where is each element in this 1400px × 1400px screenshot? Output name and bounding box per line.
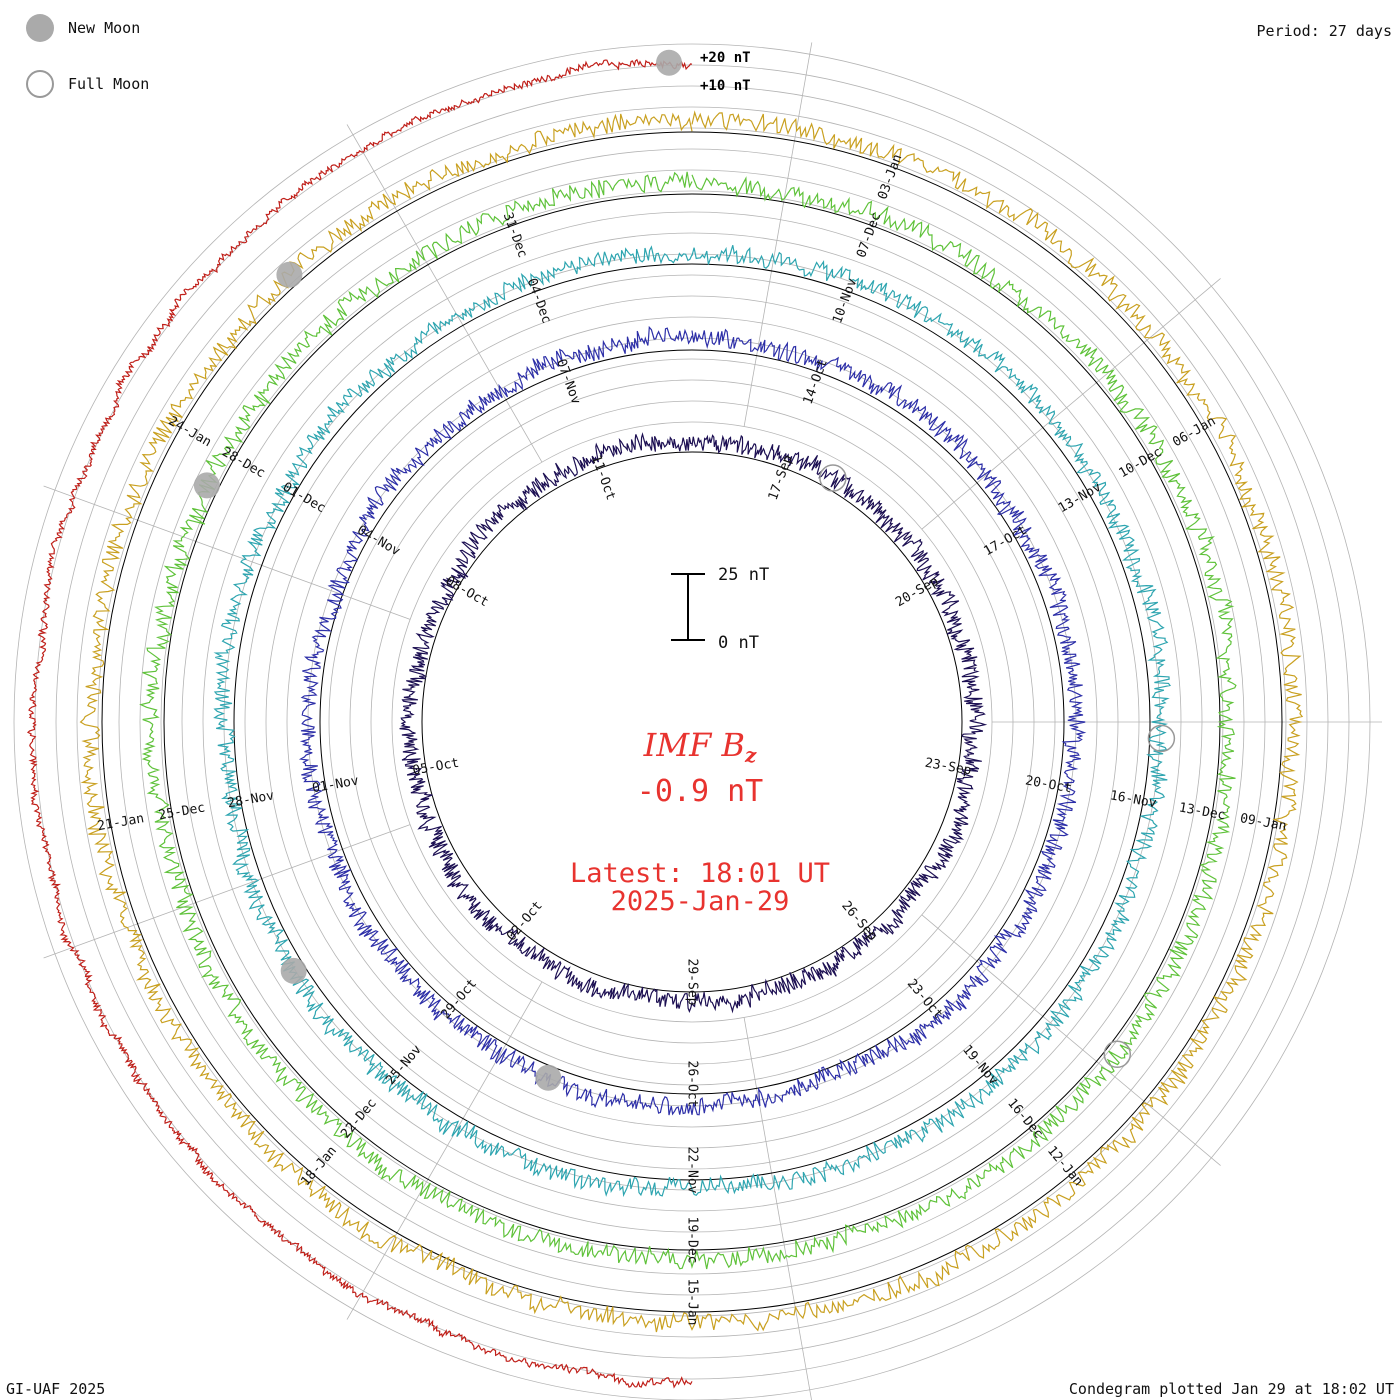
date-label: 06-Jan xyxy=(1170,414,1218,450)
current-value: -0.9 nT xyxy=(636,774,764,809)
new-moon-marker xyxy=(656,49,682,76)
date-label: 26-Oct xyxy=(685,1061,700,1108)
date-label: 19-Dec xyxy=(685,1217,700,1264)
legend-full-moon: Full Moon xyxy=(26,70,149,98)
reference-ring-labels: +20 nT +10 nT xyxy=(700,50,751,94)
date-label: 13-Nov xyxy=(1056,480,1104,517)
scale-bar-high-label: 25 nT xyxy=(718,565,769,585)
grid-layer xyxy=(13,42,1382,1400)
date-label: 11-Oct xyxy=(588,453,618,502)
new-moon-marker xyxy=(280,957,307,984)
new-moon-marker xyxy=(535,1064,562,1091)
date-label: 20-Sep xyxy=(893,574,941,611)
date-label: 22-Nov xyxy=(685,1147,700,1194)
moon-layer xyxy=(193,49,1176,1091)
series-cycle-0 xyxy=(399,432,988,1014)
date-label: 03-Jan xyxy=(875,152,905,201)
full-moon-marker xyxy=(819,464,847,492)
date-label: 24-Jan xyxy=(166,414,214,450)
period-label: Period: 27 days xyxy=(1256,22,1392,40)
series-cycle-3 xyxy=(139,171,1237,1270)
date-label: 04-Dec xyxy=(524,276,554,325)
scale-bar: 25 nT 0 nT xyxy=(671,565,769,653)
latest-time: Latest: 18:01 UT xyxy=(569,858,831,889)
full-moon-icon xyxy=(26,70,54,98)
cycle-baseline xyxy=(233,263,1151,1181)
latest-date: 2025-Jan-29 xyxy=(610,886,790,917)
scale-bar-low-label: 0 nT xyxy=(718,633,759,653)
series-cycle-2 xyxy=(213,245,1172,1198)
date-label: 21-Jan xyxy=(96,811,145,834)
parameter-title: IMF Bz xyxy=(0,726,1400,767)
grid-spoke xyxy=(743,42,813,427)
new-moon-marker xyxy=(193,472,220,499)
grid-spoke xyxy=(921,914,1221,1166)
ref-label-20: +20 nT xyxy=(700,50,751,66)
grid-ring xyxy=(265,295,1119,1149)
date-label: 09-Jan xyxy=(1239,811,1288,834)
legend-new-moon: New Moon xyxy=(26,14,140,42)
full-moon-marker xyxy=(1103,1040,1132,1069)
new-moon-icon xyxy=(26,14,54,42)
ref-label-10: +10 nT xyxy=(700,78,751,94)
grid-spoke xyxy=(43,824,411,959)
date-label: 15-Jan xyxy=(685,1279,700,1326)
date-label: 07-Nov xyxy=(553,357,583,406)
series-cycle-4 xyxy=(79,110,1304,1333)
date-label: 10-Nov xyxy=(830,276,860,325)
cycle-baseline xyxy=(101,131,1283,1313)
grid-spoke xyxy=(921,278,1221,530)
date-label: 12-Jan xyxy=(1044,1143,1086,1189)
date-label: 18-Jan xyxy=(298,1143,340,1189)
grid-spoke xyxy=(743,1017,812,1400)
legend-new-moon-label: New Moon xyxy=(68,19,141,37)
cycle-baseline xyxy=(319,349,1065,1095)
parameter-subscript: z xyxy=(744,743,757,767)
grid-spoke xyxy=(346,981,543,1320)
series-layer xyxy=(26,58,1304,1389)
date-label: 25-Nov xyxy=(383,1042,425,1088)
series-cycle-1 xyxy=(298,325,1087,1116)
series-cycle-5 xyxy=(26,58,693,1389)
grid-ring xyxy=(391,421,993,1023)
full-moon-marker xyxy=(1147,724,1176,753)
plotted-timestamp: Condegram plotted Jan 29 at 18:02 UT xyxy=(1068,1380,1394,1398)
cycle-baseline xyxy=(421,451,963,993)
grid-spoke xyxy=(43,485,411,620)
grid-ring xyxy=(370,400,1014,1044)
grid-spoke xyxy=(346,124,543,463)
date-label: 29-Sep xyxy=(685,959,700,1006)
date-label: 01-Dec xyxy=(280,480,328,516)
credit-label: GI-UAF 2025 xyxy=(6,1380,106,1398)
date-label: 17-Oct xyxy=(981,523,1029,559)
date-label: 17-Sep xyxy=(766,453,796,502)
parameter-name: IMF B xyxy=(643,726,745,764)
legend-full-moon-label: Full Moon xyxy=(68,75,150,93)
new-moon-marker xyxy=(276,261,303,288)
